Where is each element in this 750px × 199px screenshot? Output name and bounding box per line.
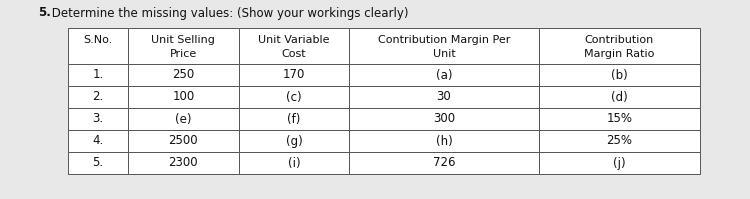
Bar (350, 28, 538, 64)
Bar (68, 64, 128, 86)
Text: 100: 100 (172, 91, 194, 103)
Text: (g): (g) (286, 135, 302, 147)
Bar (538, 108, 700, 130)
Bar (350, 130, 538, 152)
Bar (68, 152, 128, 174)
Bar (538, 64, 700, 86)
Text: 1.: 1. (92, 68, 104, 82)
Text: 250: 250 (172, 68, 194, 82)
Text: 5.: 5. (38, 7, 51, 20)
Text: (e): (e) (175, 112, 191, 126)
Text: 4.: 4. (92, 135, 104, 147)
Bar (128, 86, 238, 108)
Text: Contribution Margin Per: Contribution Margin Per (378, 34, 510, 45)
Text: Unit Variable: Unit Variable (258, 34, 330, 45)
Text: 5.: 5. (92, 156, 104, 170)
Text: Margin Ratio: Margin Ratio (584, 49, 655, 59)
Text: (f): (f) (287, 112, 301, 126)
Text: Price: Price (170, 49, 197, 59)
Bar (68, 108, 128, 130)
Bar (68, 28, 128, 64)
Text: (d): (d) (611, 91, 628, 103)
Bar (350, 152, 538, 174)
Bar (68, 86, 128, 108)
Bar (68, 130, 128, 152)
Text: (b): (b) (611, 68, 628, 82)
Bar (538, 28, 700, 64)
Text: 15%: 15% (607, 112, 632, 126)
Bar (350, 86, 538, 108)
Bar (538, 86, 700, 108)
Text: Contribution: Contribution (585, 34, 654, 45)
Text: 2.: 2. (92, 91, 104, 103)
Bar (128, 64, 238, 86)
Bar (538, 130, 700, 152)
Bar (538, 152, 700, 174)
Bar (128, 28, 238, 64)
Bar (238, 28, 350, 64)
Text: (a): (a) (436, 68, 452, 82)
Bar (128, 108, 238, 130)
Bar (350, 108, 538, 130)
Text: 25%: 25% (607, 135, 632, 147)
Text: Unit Selling: Unit Selling (152, 34, 215, 45)
Bar (128, 152, 238, 174)
Bar (350, 64, 538, 86)
Text: 3.: 3. (92, 112, 104, 126)
Text: (j): (j) (613, 156, 626, 170)
Text: 170: 170 (283, 68, 305, 82)
Text: Unit: Unit (433, 49, 455, 59)
Bar (238, 152, 350, 174)
Text: Determine the missing values: (Show your workings clearly): Determine the missing values: (Show your… (48, 7, 409, 20)
Bar (238, 130, 350, 152)
Text: (c): (c) (286, 91, 302, 103)
Text: S.No.: S.No. (83, 34, 112, 45)
Text: 30: 30 (436, 91, 451, 103)
Bar (238, 64, 350, 86)
Text: 300: 300 (433, 112, 455, 126)
Text: 2500: 2500 (169, 135, 198, 147)
Text: (h): (h) (436, 135, 452, 147)
Text: Cost: Cost (282, 49, 306, 59)
Bar (238, 108, 350, 130)
Text: 2300: 2300 (169, 156, 198, 170)
Bar (128, 130, 238, 152)
Text: (i): (i) (288, 156, 300, 170)
Text: 726: 726 (433, 156, 455, 170)
Bar (238, 86, 350, 108)
